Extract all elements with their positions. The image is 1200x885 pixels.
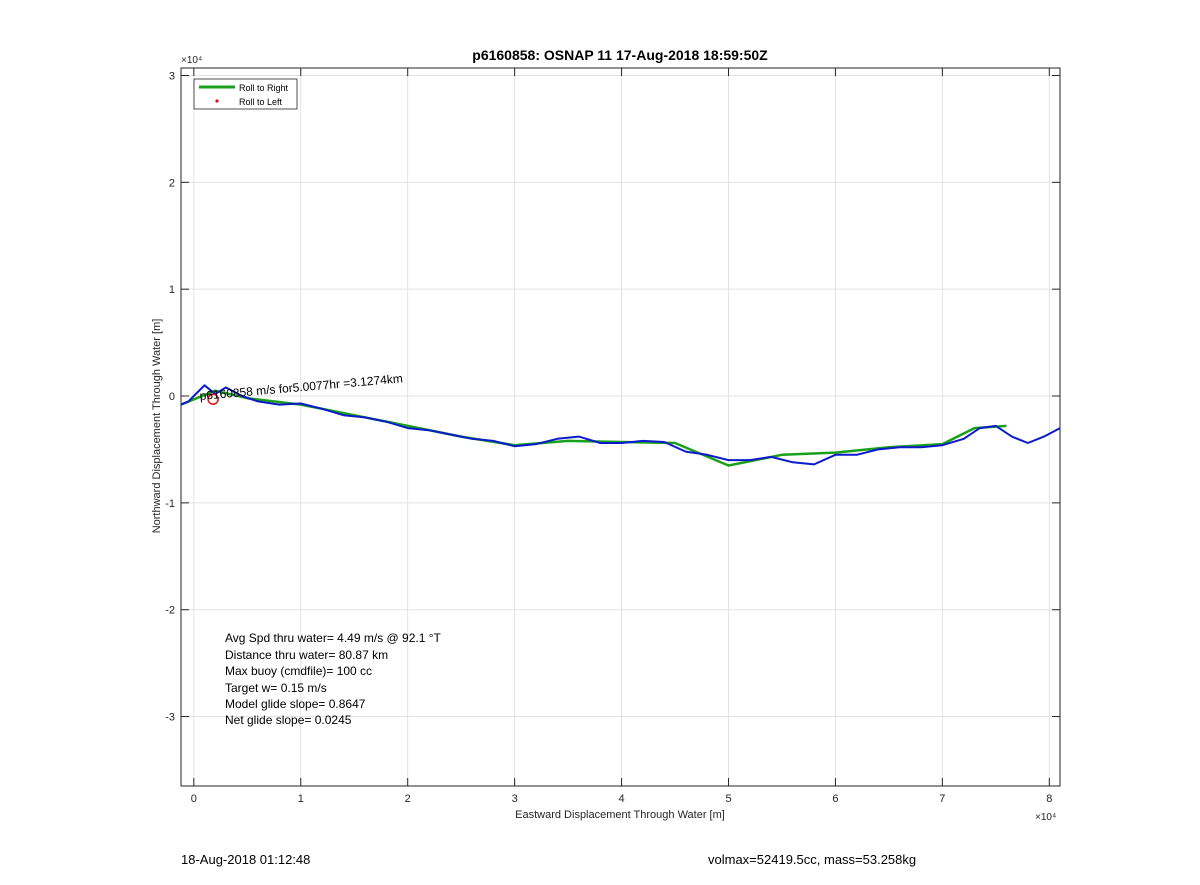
y-exponent-label: ×10⁴	[181, 55, 202, 66]
axes-box	[180, 67, 1061, 787]
x-tick-label: 3	[512, 793, 518, 805]
series-line-1	[180, 384, 1061, 466]
x-axis-label: Eastward Displacement Through Water [m]	[515, 809, 725, 821]
legend-roll-left-label: Roll to Left	[239, 97, 283, 107]
y-tick-label: -1	[165, 498, 175, 510]
footer-timestamp: 18-Aug-2018 01:12:48	[181, 852, 311, 867]
roll-left-point	[207, 393, 219, 405]
x-tick-label: 6	[832, 793, 838, 805]
series-layer	[180, 384, 1061, 467]
y-tick-label: 3	[169, 70, 175, 82]
x-tick-label: 0	[191, 793, 197, 805]
legend: Roll to Right Roll to Left	[193, 78, 298, 110]
stats-block: Avg Spd thru water= 4.49 m/s @ 92.1 °T D…	[225, 631, 442, 727]
y-tick-label: -3	[165, 712, 175, 724]
grid	[181, 68, 1060, 786]
y-axis-label: Northward Displacement Through Water [m]	[151, 319, 163, 534]
stats-line: Distance thru water= 80.87 km	[225, 648, 388, 662]
stats-line: Model glide slope= 0.8647	[225, 697, 366, 711]
x-tick-label: 8	[1046, 793, 1052, 805]
stats-line: Avg Spd thru water= 4.49 m/s @ 92.1 °T	[225, 631, 442, 645]
series-line-0	[180, 389, 1007, 467]
y-tick-label: 0	[169, 391, 175, 403]
axis-ticks: 0 1 2 3 4 5 6 7 8 -3 -2 -1 0 1 2 3	[165, 68, 1060, 805]
x-tick-label: 2	[405, 793, 411, 805]
chart-title: p6160858: OSNAP 11 17-Aug-2018 18:59:50Z	[472, 47, 768, 63]
x-tick-label: 5	[725, 793, 731, 805]
stats-line: Net glide slope= 0.0245	[225, 713, 352, 727]
legend-roll-right-label: Roll to Right	[239, 83, 289, 93]
x-tick-label: 7	[939, 793, 945, 805]
legend-roll-left-swatch	[215, 99, 219, 103]
x-exponent-label: ×10⁴	[1035, 812, 1056, 823]
legend-box	[193, 78, 298, 110]
stats-line: Max buoy (cmdfile)= 100 cc	[225, 664, 372, 678]
stats-line: Target w= 0.15 m/s	[225, 681, 327, 695]
x-tick-label: 4	[619, 793, 625, 805]
footer-volmax-mass: volmax=52419.5cc, mass=53.258kg	[708, 852, 917, 867]
y-tick-label: 2	[169, 177, 175, 189]
x-tick-label: 1	[298, 793, 304, 805]
y-tick-label: 1	[169, 284, 175, 296]
y-tick-label: -2	[165, 605, 175, 617]
